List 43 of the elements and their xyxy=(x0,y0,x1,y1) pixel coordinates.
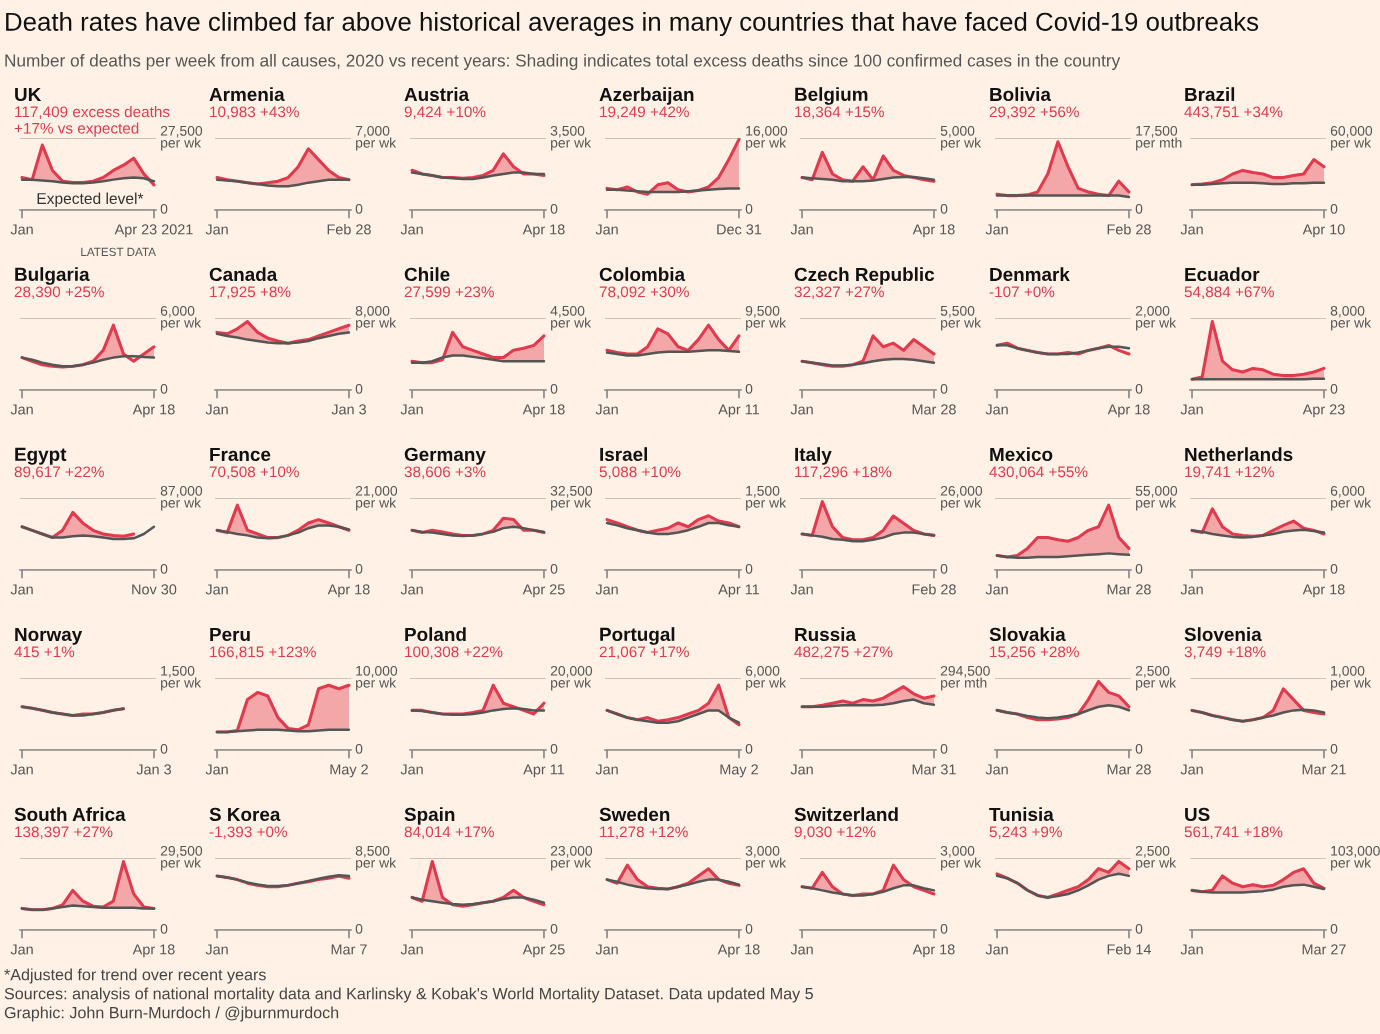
chart-title: Tunisia xyxy=(989,807,1054,822)
chart-title: Bulgaria xyxy=(15,267,90,285)
chart-title: Denmark xyxy=(990,267,1070,282)
chart-title: Chile xyxy=(404,267,450,282)
chart-title: Netherlands xyxy=(1185,447,1293,462)
chart-title: South Africa xyxy=(14,807,126,822)
text: *Adjusted for trend over recent years xyxy=(4,968,266,984)
chart-title: Ecuador xyxy=(1185,267,1260,282)
chart-title: France xyxy=(210,447,271,462)
chart-title: Switzerland xyxy=(794,807,898,822)
chart-title: Mexico xyxy=(990,447,1053,462)
chart-title: Egypt xyxy=(15,447,67,465)
line-series xyxy=(605,709,741,724)
chart-title: Bolivia xyxy=(990,87,1052,102)
line-series xyxy=(215,524,351,540)
chart-title: Germany xyxy=(404,447,486,465)
chart-title: Colombia xyxy=(599,267,686,282)
chart-title: Slovenia xyxy=(1184,627,1262,642)
line-series xyxy=(20,525,156,541)
chart-title: Czech Republic xyxy=(794,267,935,285)
chart-title: Austria xyxy=(404,87,470,102)
chart-title: Brazil xyxy=(1185,87,1235,102)
chart-title: Peru xyxy=(210,627,250,642)
chart-title: Slovakia xyxy=(989,627,1066,642)
source-note: Sources: analysis of national mortality data and Karlinsky & Kobak's World Mortality Dataset. Data updated May 5 xyxy=(4,987,813,1003)
chart-title: S Korea xyxy=(209,807,281,822)
chart-title: Russia xyxy=(795,627,857,642)
chart-title: Spain xyxy=(404,807,455,825)
chart-title: Italy xyxy=(795,447,832,465)
chart-title: Belgium xyxy=(795,87,868,105)
chart-title: Azerbaijan xyxy=(599,87,694,105)
text: Number of deaths per week from all causes, 2020 vs recent years: Shading indicates total excess deaths since 100 confirmed cases in the country xyxy=(5,53,1121,71)
text: Death rates have climbed far above historical averages in many countries that have faced Covid-19 outbreaks xyxy=(6,11,1259,37)
chart-title: Poland xyxy=(405,627,466,642)
chart-title: UK xyxy=(15,87,42,102)
chart-title: Portugal xyxy=(600,627,675,645)
chart-title: US xyxy=(1185,807,1210,822)
text: Graphic: John Burn-Murdoch / @jburnmurdoch xyxy=(4,1006,339,1022)
chart-title: Norway xyxy=(15,627,83,645)
chart-title: Israel xyxy=(600,447,648,462)
chart-title: Canada xyxy=(209,267,278,282)
chart-title: Sweden xyxy=(599,807,670,822)
chart-title: Armenia xyxy=(209,87,285,102)
